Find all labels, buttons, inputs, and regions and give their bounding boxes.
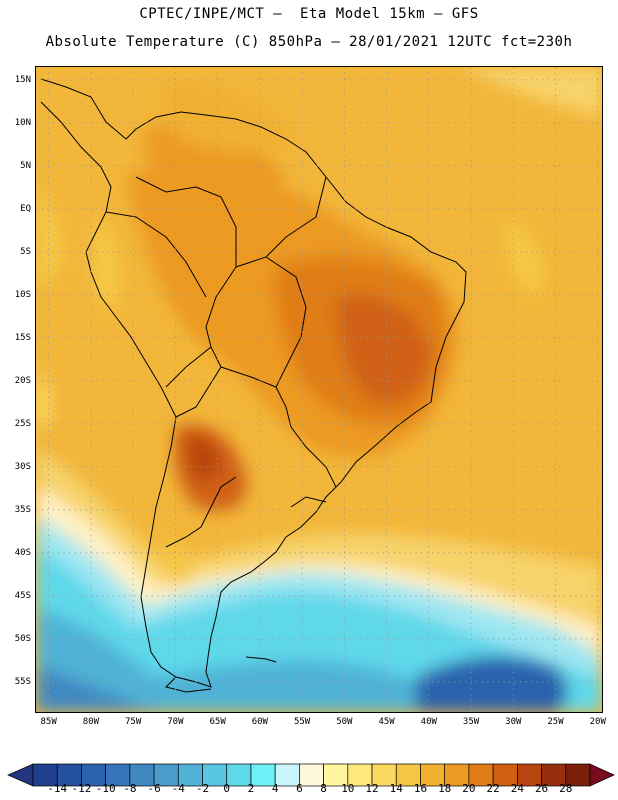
- colorbar-tick-label: 26: [534, 782, 549, 795]
- longitude-label: 30W: [505, 717, 522, 727]
- latitude-label: 20S: [14, 375, 31, 386]
- colorbar-tick-label: 24: [510, 782, 524, 795]
- latitude-label: 50S: [14, 633, 31, 644]
- latitude-label: 25S: [14, 418, 31, 429]
- colorbar-tick-label: 2: [247, 782, 255, 795]
- longitude-label: 80W: [82, 717, 100, 727]
- colorbar: [7, 763, 615, 787]
- latitude-label: 35S: [14, 504, 31, 515]
- colorbar-tick-label: -6: [147, 782, 161, 795]
- temperature-field: [36, 67, 602, 712]
- colorbar-tick-label: 6: [296, 782, 303, 795]
- latitude-label: 10N: [14, 117, 31, 128]
- longitude-label: 35W: [462, 717, 480, 727]
- latitude-label: 55S: [14, 676, 31, 687]
- colorbar-tick-label: -2: [195, 782, 210, 795]
- latitude-label: 5S: [20, 246, 31, 257]
- colorbar-tick-label: 20: [462, 782, 476, 795]
- longitude-label: 65W: [209, 717, 226, 727]
- title-line-2: Absolute Temperature (C) 850hPa – 28/01/…: [45, 34, 573, 50]
- longitude-label: 25W: [547, 717, 564, 727]
- colorbar-tick-label: 8: [320, 782, 327, 795]
- colorbar-tick-label: -8: [123, 782, 137, 795]
- latitude-label: 30S: [14, 461, 31, 472]
- longitude-label: 60W: [251, 717, 268, 727]
- longitude-label: 40W: [420, 717, 437, 727]
- colorbar-tick-label: -14: [47, 782, 68, 795]
- longitude-label: 50W: [336, 717, 353, 727]
- colorbar-tick-label: 12: [365, 782, 379, 795]
- colorbar-tick-label: 14: [389, 782, 403, 795]
- colorbar-tick-label: -12: [71, 782, 92, 795]
- longitude-label: 70W: [167, 717, 184, 727]
- latitude-label: 15N: [14, 74, 31, 85]
- colorbar-tick-label: 16: [413, 782, 428, 795]
- colorbar-overflow-arrow: [589, 763, 615, 787]
- longitude-label: 85W: [40, 717, 57, 727]
- colorbar-underflow-arrow: [7, 763, 34, 787]
- graticule: [36, 67, 602, 712]
- latitude-label: 45S: [14, 590, 31, 601]
- colorbar-tick-label: -10: [95, 782, 116, 795]
- longitude-label: 45W: [378, 717, 395, 727]
- colorbar-tick-label: -4: [171, 782, 185, 795]
- latitude-label: 5N: [20, 160, 31, 171]
- colorbar-tick-label: 28: [559, 782, 573, 795]
- map-panel: [35, 66, 603, 713]
- latitude-label: 10S: [14, 289, 31, 300]
- temperature-map: [36, 67, 602, 712]
- colorbar-tick-label: 4: [271, 782, 279, 795]
- longitude-label: 75W: [125, 717, 142, 727]
- colorbar-tick-label: 0: [223, 782, 231, 795]
- colorbar-tick-label: 10: [341, 782, 355, 795]
- longitude-label: 55W: [293, 717, 311, 727]
- latitude-label: 40S: [14, 547, 31, 558]
- title-line-1: CPTEC/INPE/MCT – Eta Model 15km – GFS: [139, 6, 479, 22]
- longitude-label: 20W: [589, 717, 606, 727]
- latitude-label: 15S: [14, 332, 31, 343]
- latitude-label: EQ: [20, 203, 31, 214]
- colorbar-tick-label: 22: [486, 782, 500, 795]
- colorbar-tick-label: 18: [438, 782, 452, 795]
- continent-outline: [40, 78, 467, 693]
